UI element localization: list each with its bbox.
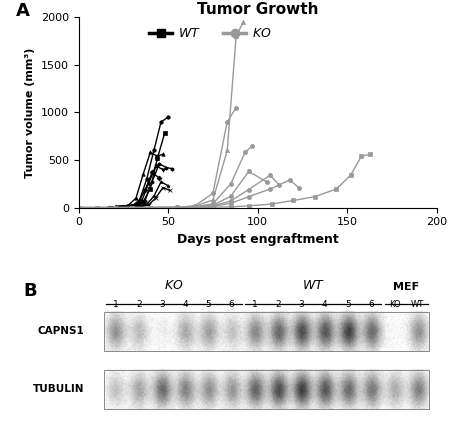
Text: 3: 3: [298, 300, 304, 309]
Text: 6: 6: [229, 300, 234, 309]
Text: 2: 2: [136, 300, 141, 309]
Text: WT: WT: [411, 300, 424, 309]
Text: 3: 3: [159, 300, 165, 309]
Text: $\mathit{WT}$: $\mathit{WT}$: [302, 279, 324, 292]
Text: KO: KO: [389, 300, 400, 309]
X-axis label: Days post engraftment: Days post engraftment: [177, 233, 338, 246]
Bar: [104, 312, 429, 351]
Text: 1: 1: [252, 300, 258, 309]
Bar: [104, 369, 429, 409]
Text: A: A: [16, 2, 30, 20]
Text: 5: 5: [345, 300, 351, 309]
Text: 1: 1: [112, 300, 118, 309]
Y-axis label: Tumor volume (mm³): Tumor volume (mm³): [25, 47, 36, 178]
Text: B: B: [23, 282, 37, 300]
Title: Tumor Growth: Tumor Growth: [197, 2, 319, 17]
Text: $\mathit{KO}$: $\mathit{KO}$: [164, 279, 183, 292]
Text: MEF: MEF: [393, 282, 419, 292]
Legend: $\mathit{WT}$, $\mathit{KO}$: $\mathit{WT}$, $\mathit{KO}$: [149, 27, 272, 40]
Text: TUBULIN: TUBULIN: [32, 384, 84, 394]
Text: 5: 5: [206, 300, 212, 309]
Text: 2: 2: [275, 300, 281, 309]
Text: 4: 4: [182, 300, 188, 309]
Text: 4: 4: [322, 300, 328, 309]
Text: CAPNS1: CAPNS1: [37, 327, 84, 336]
Text: 6: 6: [369, 300, 374, 309]
